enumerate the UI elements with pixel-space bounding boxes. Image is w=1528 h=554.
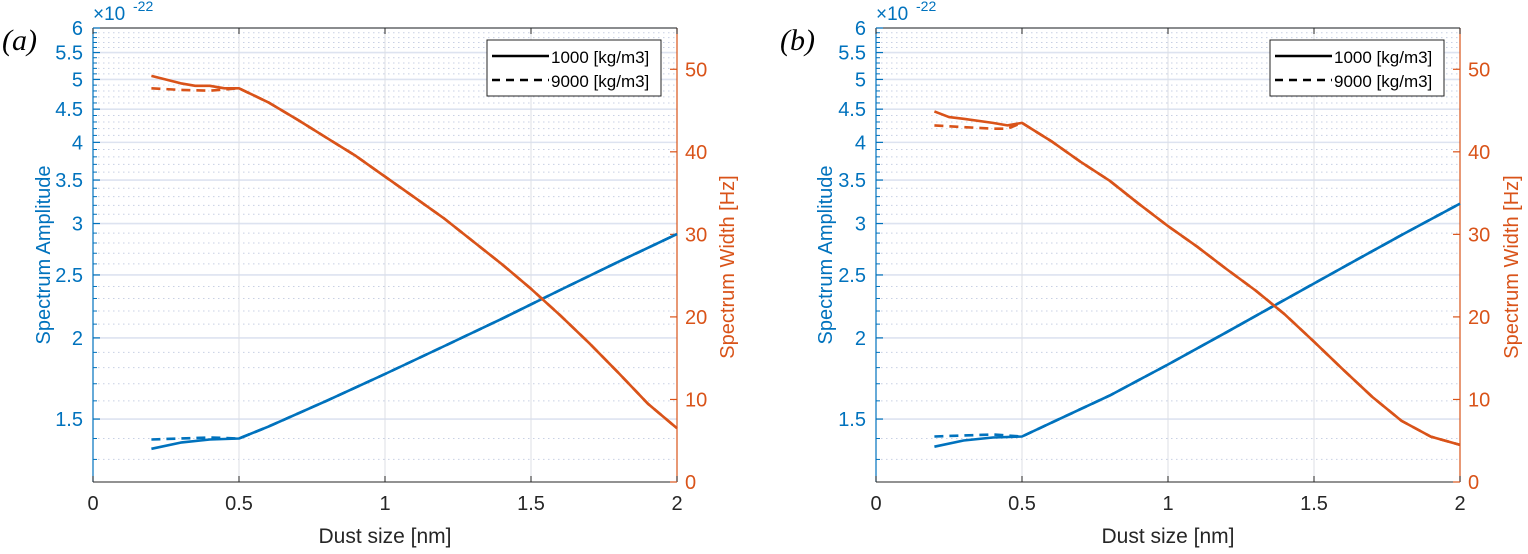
left-tick-label: 2	[855, 328, 866, 350]
legend-label: 1000 [kg/m3]	[551, 48, 649, 67]
right-tick-label: 30	[1468, 224, 1490, 246]
legend: 1000 [kg/m3] 9000 [kg/m3]	[486, 39, 662, 97]
legend: 1000 [kg/m3] 9000 [kg/m3]	[1269, 39, 1445, 97]
x-tick-label: 0	[870, 493, 881, 515]
legend-label: 1000 [kg/m3]	[1334, 48, 1432, 67]
left-tick-label: 2	[72, 328, 83, 350]
right-tick-label: 30	[685, 224, 707, 246]
legend-label: 9000 [kg/m3]	[1334, 72, 1432, 91]
left-tick-label: 1.5	[838, 409, 866, 431]
right-axis-label: Spectrum Width [Hz]	[1501, 175, 1523, 358]
series-line-width-9000	[934, 121, 1461, 447]
right-axis-label: Spectrum Width [Hz]	[717, 175, 739, 358]
series-line-width-1000	[933, 110, 1461, 447]
right-tick-label: 50	[1468, 59, 1490, 81]
right-tick-label: 0	[685, 472, 696, 494]
right-tick-label: 10	[1468, 389, 1490, 411]
exponent-label: ×10	[876, 4, 908, 25]
panel-label: (a)	[2, 24, 37, 57]
left-tick-label: 4.5	[838, 99, 866, 121]
left-tick-label: 5	[855, 69, 866, 91]
x-tick-label: 2	[1454, 493, 1465, 515]
left-tick-label: 3.5	[838, 170, 866, 192]
left-tick-label: 3	[855, 214, 866, 236]
legend-label: 9000 [kg/m3]	[551, 72, 649, 91]
left-tick-label: 6	[855, 18, 866, 40]
right-tick-label: 50	[685, 59, 707, 81]
x-tick-label: 0	[87, 493, 98, 515]
panel-b: 0 0.5 1 1.5 2 1.5 2 2.5 3 3.5 4 4.5 5 5.5 6 0 10 20 30 40 50…	[780, 0, 1523, 548]
right-tick-label: 40	[685, 142, 707, 164]
legend-box	[1269, 39, 1445, 97]
series-line-amplitude-9000	[934, 202, 1461, 438]
x-tick-label: 0.5	[225, 493, 253, 515]
right-tick-label: 0	[1468, 472, 1479, 494]
exponent-power: -22	[133, 0, 153, 14]
left-tick-label: 3	[72, 214, 83, 236]
series-line-width-9000	[151, 87, 678, 430]
right-tick-label: 20	[1468, 307, 1490, 329]
right-tick-label: 40	[1468, 142, 1490, 164]
left-tick-label: 5.5	[55, 43, 83, 65]
left-tick-label: 2.5	[55, 265, 83, 287]
exponent-label: ×10	[93, 4, 125, 25]
x-tick-label: 0.5	[1008, 493, 1036, 515]
exponent-power: -22	[916, 0, 936, 14]
left-axis-label: Spectrum Amplitude	[815, 166, 837, 345]
left-tick-label: 1.5	[55, 409, 83, 431]
panel-a: 0 0.5 1 1.5 2 1.5 2 2.5 3 3.5 4 4.5 5 5.5 6 0 10 20 30 40 50…	[2, 0, 739, 548]
left-axis-label: Spectrum Amplitude	[33, 166, 55, 345]
x-tick-label: 1	[1162, 493, 1173, 515]
legend-box	[486, 39, 662, 97]
x-axis-label: Dust size [nm]	[318, 525, 451, 548]
left-tick-label: 2.5	[838, 265, 866, 287]
left-tick-label: 4	[855, 132, 866, 154]
x-tick-label: 1	[379, 493, 390, 515]
left-tick-label: 4.5	[55, 99, 83, 121]
x-tick-label: 1.5	[517, 493, 545, 515]
series-line-amplitude-1000	[151, 232, 678, 451]
left-tick-label: 5.5	[838, 43, 866, 65]
x-axis-label: Dust size [nm]	[1101, 525, 1234, 548]
series-line-amplitude-9000	[151, 232, 678, 441]
left-tick-label: 4	[72, 132, 83, 154]
left-tick-label: 5	[72, 69, 83, 91]
series-line-amplitude-1000	[934, 202, 1461, 448]
right-tick-label: 20	[685, 307, 707, 329]
left-tick-label: 6	[72, 18, 83, 40]
right-tick-label: 10	[685, 389, 707, 411]
left-tick-label: 3.5	[55, 170, 83, 192]
x-tick-label: 2	[671, 493, 682, 515]
panel-label: (b)	[780, 24, 815, 57]
x-tick-label: 1.5	[1300, 493, 1328, 515]
